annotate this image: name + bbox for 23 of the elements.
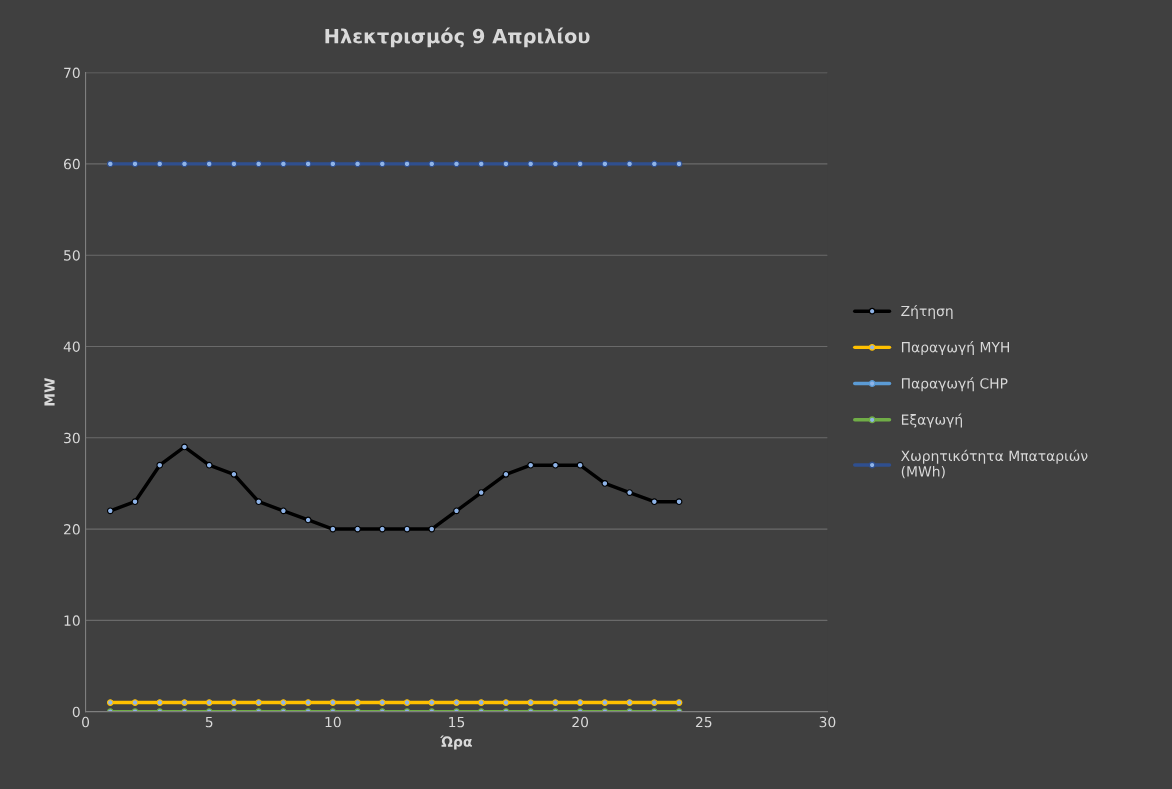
x-tick-label: 0 [82,716,90,728]
y-tick-label: 0 [72,706,80,718]
chart-title: Ηλεκτρισμός 9 Απριλίου [325,27,590,48]
y-tick-label: 60 [63,158,80,170]
legend-label: Παραγωγή CHP [901,377,1008,392]
legend-label: Χωρητικότητα Μπαταριών (MWh) [901,449,1088,479]
x-tick-label: 25 [695,716,712,728]
x-tick-label: 15 [449,716,465,728]
y-tick-label: 30 [64,432,80,444]
y-tick-label: 10 [64,615,80,626]
y-tick-label: 20 [64,524,80,535]
y-tick-label: 70 [64,67,80,79]
y-tick-label: 40 [63,341,80,352]
legend-label: Εξαγωγή [901,413,962,428]
legend-label: Ζήτηση [901,304,953,319]
x-tick-label: 20 [572,716,589,728]
x-tick-label: 10 [325,716,341,728]
y-axis-title: MW [44,378,55,406]
x-tick-label: 5 [205,716,213,728]
legend-label: Παραγωγή ΜΥΗ [901,341,1010,356]
y-tick-label: 50 [64,250,80,261]
x-axis-title: Ώρα [440,735,472,750]
x-tick-label: 30 [819,716,836,728]
